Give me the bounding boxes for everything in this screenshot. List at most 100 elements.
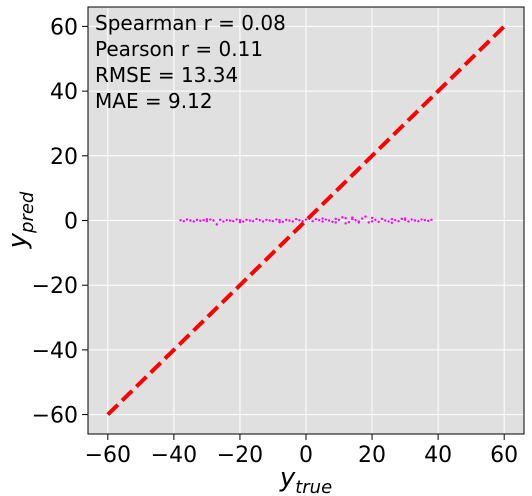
y-tick-label: 60 xyxy=(50,15,78,40)
x-tick-label: −60 xyxy=(85,443,131,468)
data-point xyxy=(222,220,225,223)
data-point xyxy=(209,218,212,221)
data-point xyxy=(347,220,351,224)
data-point xyxy=(331,220,334,223)
data-point xyxy=(367,221,370,224)
data-point xyxy=(360,217,364,220)
data-point xyxy=(410,218,413,221)
x-tick-labels: −60 −40 −20 0 20 40 60 xyxy=(85,443,519,468)
data-point xyxy=(278,220,281,224)
data-point xyxy=(351,216,354,219)
data-point xyxy=(390,221,394,224)
data-point xyxy=(182,219,185,223)
data-point xyxy=(258,218,261,222)
x-axis-label: ytrue xyxy=(279,463,332,496)
y-tick-labels: −60 −40 −20 0 20 40 60 xyxy=(32,15,78,428)
data-point xyxy=(374,218,377,222)
data-point xyxy=(420,218,423,221)
stats-line: Spearman r = 0.08 xyxy=(95,11,286,35)
data-point xyxy=(284,218,288,222)
y-axis-label-main: y xyxy=(3,232,33,249)
data-point xyxy=(298,218,301,222)
x-axis-label-sub: true xyxy=(295,477,332,496)
data-point xyxy=(364,215,367,218)
plot-frame xyxy=(87,6,525,435)
stats-line: MAE = 9.12 xyxy=(95,89,213,113)
data-point xyxy=(195,218,199,222)
data-point xyxy=(291,220,294,223)
y-tick-label: −40 xyxy=(32,339,78,364)
x-tick-label: 40 xyxy=(424,443,452,468)
data-point xyxy=(202,218,205,222)
data-point xyxy=(357,221,361,224)
data-point xyxy=(242,220,245,223)
y-tick-label: −60 xyxy=(32,404,78,429)
data-point xyxy=(235,218,238,221)
data-point xyxy=(248,219,252,222)
data-point xyxy=(370,216,374,220)
data-point xyxy=(334,217,337,221)
data-point xyxy=(393,218,397,222)
data-point xyxy=(261,220,265,223)
data-point xyxy=(199,219,202,223)
data-point xyxy=(403,217,407,220)
data-point xyxy=(245,218,248,222)
data-point xyxy=(228,219,232,222)
data-point xyxy=(304,218,308,221)
y-axis-label-sub: pred xyxy=(17,191,38,234)
data-point xyxy=(251,219,255,223)
x-axis-label-main: y xyxy=(279,463,296,493)
data-point xyxy=(334,221,337,224)
data-point xyxy=(377,220,380,223)
data-point xyxy=(238,218,242,222)
data-point xyxy=(321,217,324,220)
data-point xyxy=(189,219,192,222)
x-tick-label: 60 xyxy=(490,443,518,468)
data-point xyxy=(417,219,420,223)
data-point xyxy=(387,220,390,223)
data-point xyxy=(218,218,222,222)
data-point xyxy=(205,218,209,221)
data-point xyxy=(185,218,189,221)
data-point xyxy=(397,219,400,223)
data-point xyxy=(314,218,318,221)
tick-marks xyxy=(82,25,505,440)
data-point xyxy=(215,223,219,226)
data-point xyxy=(255,218,258,221)
data-point xyxy=(341,216,344,219)
data-point xyxy=(318,218,321,222)
x-tick-label: 20 xyxy=(358,443,386,468)
x-tick-label: −20 xyxy=(217,443,263,468)
x-tick-label: 0 xyxy=(299,443,313,468)
data-point xyxy=(407,220,410,223)
data-point xyxy=(370,220,374,223)
data-point xyxy=(238,220,242,224)
data-point xyxy=(268,219,271,222)
data-point xyxy=(278,218,281,222)
data-point xyxy=(390,218,394,221)
data-point xyxy=(179,218,182,222)
y-tick-label: 0 xyxy=(64,210,78,235)
data-point xyxy=(192,220,195,223)
data-points xyxy=(179,215,433,226)
data-point xyxy=(337,218,341,222)
y-tick-label: 40 xyxy=(50,80,78,105)
data-point xyxy=(321,220,324,223)
data-point xyxy=(400,217,403,221)
data-point xyxy=(344,222,347,225)
data-point xyxy=(212,219,215,222)
x-tick-label: −40 xyxy=(151,443,197,468)
data-point xyxy=(384,219,387,222)
y-tick-label: −20 xyxy=(32,274,78,299)
data-point xyxy=(380,217,384,221)
data-point xyxy=(430,218,433,222)
data-point xyxy=(288,219,291,222)
data-point xyxy=(232,219,235,223)
data-point xyxy=(354,218,357,222)
data-point xyxy=(344,217,347,220)
data-point xyxy=(271,219,275,223)
data-point xyxy=(294,218,298,221)
data-point xyxy=(265,218,268,222)
